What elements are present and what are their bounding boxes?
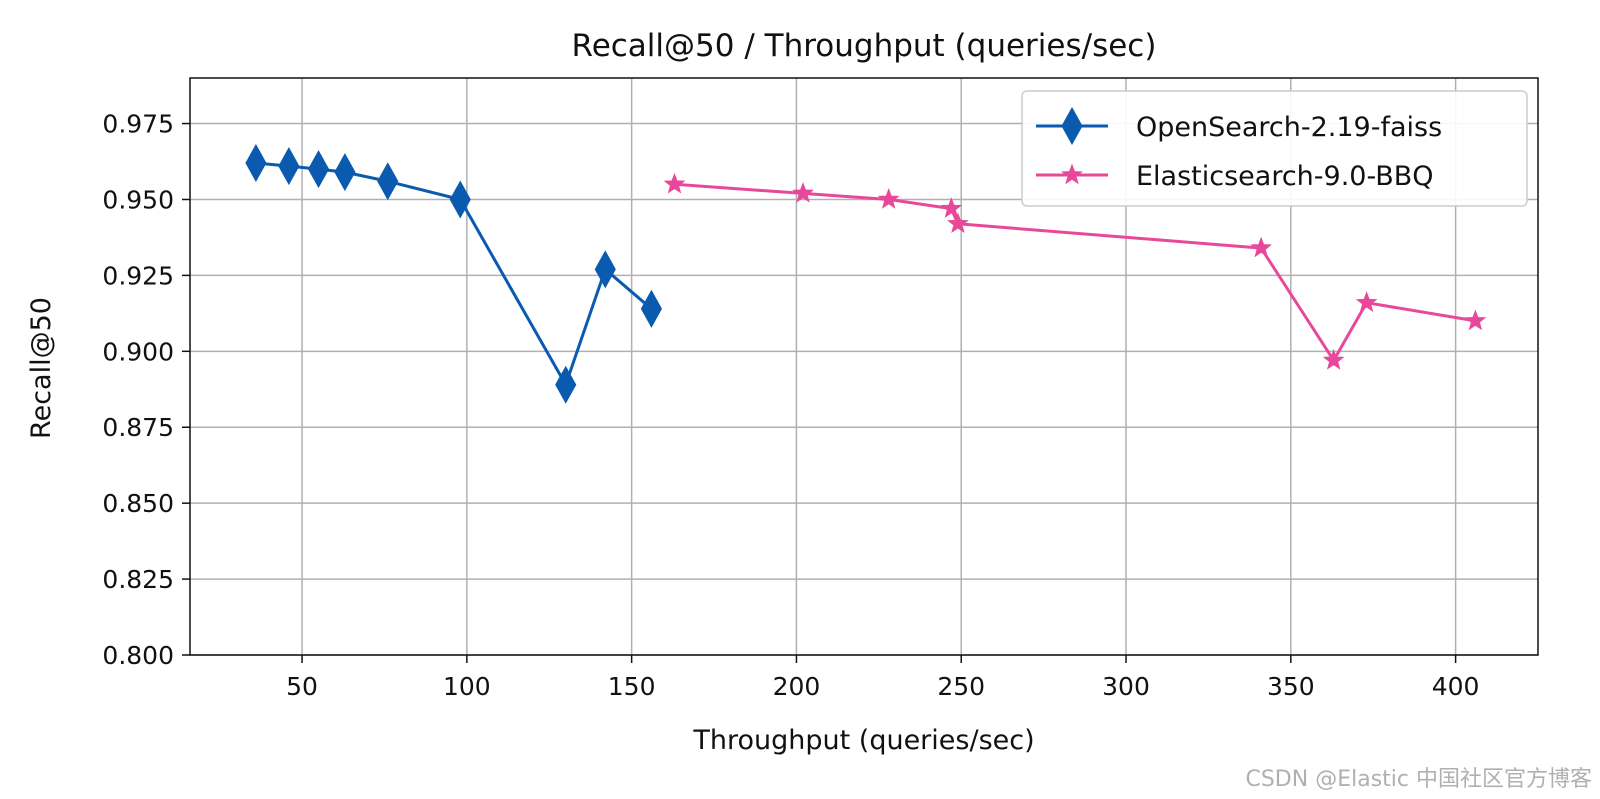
series-opensearch <box>245 144 662 404</box>
grid <box>190 78 1538 656</box>
data-point <box>792 181 814 203</box>
data-point <box>877 188 900 209</box>
legend-marker-elasticsearch <box>1061 163 1083 185</box>
data-point <box>449 180 471 219</box>
y-axis-label: Recall@50 <box>26 297 57 439</box>
legend-diamond-marker <box>1061 106 1083 146</box>
legend-box <box>1021 90 1528 207</box>
data-point <box>1250 236 1273 258</box>
legend-label-opensearch: OpenSearch-2.19-faiss <box>1136 112 1442 143</box>
x-tick-label: 300 <box>1102 672 1150 701</box>
x-tick-label: 150 <box>608 672 656 701</box>
x-tick-label: 350 <box>1267 672 1315 701</box>
data-point <box>947 212 969 234</box>
legend-star-marker <box>1061 163 1083 185</box>
y-tick-label: 0.950 <box>102 185 174 214</box>
x-tick-label: 400 <box>1432 672 1480 701</box>
y-tick-label: 0.975 <box>102 110 174 139</box>
x-axis: 50 100 150 200 250 300 350 400 <box>286 655 1479 701</box>
x-axis-label: Throughput (queries/sec) <box>692 725 1034 756</box>
x-tick-label: 250 <box>937 672 985 701</box>
data-point <box>334 153 356 192</box>
data-point <box>1322 349 1345 370</box>
series-line <box>674 182 1476 362</box>
legend: OpenSearch-2.19-faiss Elasticsearch-9.0-… <box>1021 90 1528 207</box>
data-point <box>1355 291 1378 312</box>
x-tick-label: 50 <box>286 672 318 701</box>
data-point <box>245 144 267 183</box>
y-tick-label: 0.800 <box>102 641 174 670</box>
chart-title: Recall@50 / Throughput (queries/sec) <box>572 28 1157 64</box>
legend-label-elasticsearch: Elasticsearch-9.0-BBQ <box>1136 161 1434 192</box>
y-tick-label: 0.875 <box>102 413 174 442</box>
data-point <box>640 289 662 328</box>
x-tick-label: 200 <box>773 672 821 701</box>
data-point <box>940 197 963 218</box>
y-axis: 0.800 0.825 0.850 0.875 0.900 0.925 0.950 0.975 <box>102 110 190 670</box>
data-point <box>555 365 577 404</box>
data-point <box>278 147 300 186</box>
y-tick-label: 0.850 <box>102 489 174 518</box>
data-point <box>594 250 616 289</box>
data-point <box>307 150 330 189</box>
watermark: CSDN @Elastic 中国社区官方博客 <box>1245 767 1592 792</box>
y-tick-label: 0.925 <box>102 261 174 290</box>
series-layer <box>245 144 1487 404</box>
x-tick-label: 100 <box>443 672 491 701</box>
y-tick-label: 0.825 <box>102 565 174 594</box>
data-point <box>1464 309 1487 331</box>
data-point <box>663 172 686 194</box>
plot-frame <box>189 77 1539 656</box>
y-tick-label: 0.900 <box>102 337 174 366</box>
legend-marker-opensearch <box>1061 106 1083 146</box>
series-elasticsearch <box>663 172 1487 370</box>
data-point <box>377 162 399 201</box>
